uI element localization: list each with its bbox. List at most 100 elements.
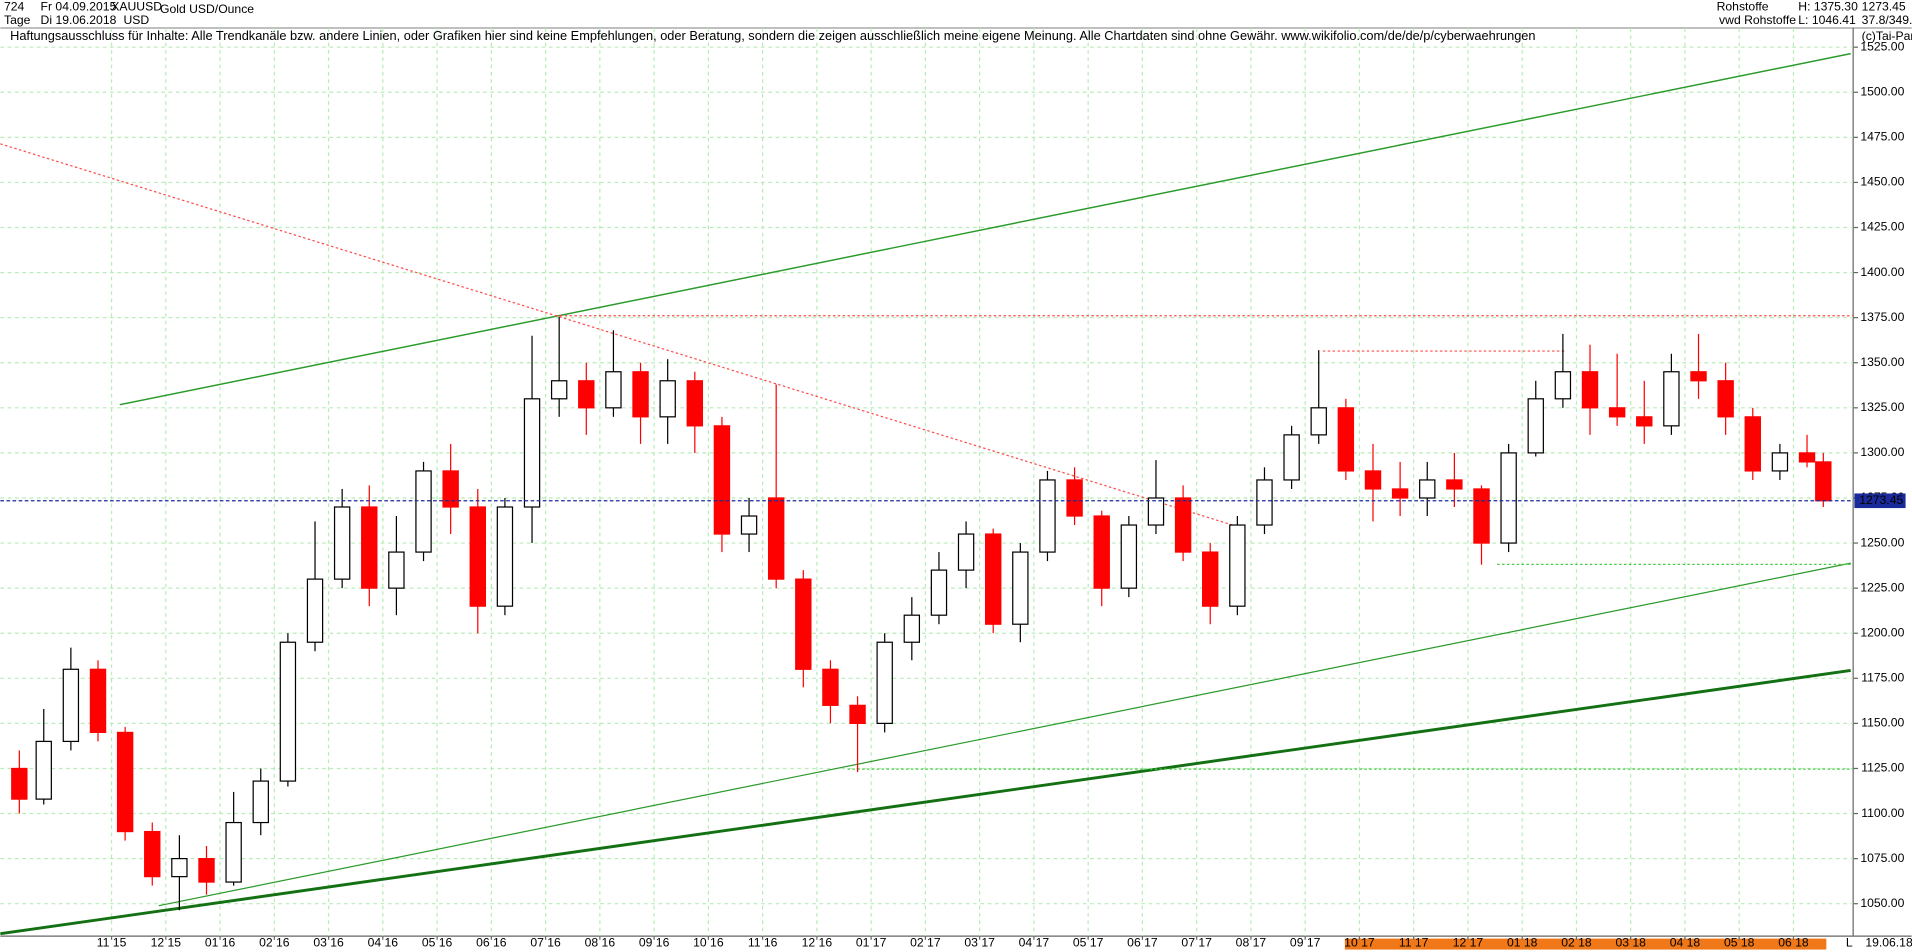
candle-body xyxy=(225,821,242,883)
x-tick-label: 11 17 xyxy=(1399,936,1429,950)
candle-body xyxy=(496,506,514,607)
y-tick-label: 1425.00 xyxy=(1860,220,1904,234)
candle-body xyxy=(686,380,704,427)
candle-body xyxy=(1554,371,1572,400)
y-tick-label: 1350.00 xyxy=(1860,355,1904,369)
candle-body xyxy=(62,668,80,743)
x-tick-label: 05 16 xyxy=(422,936,453,950)
candle-body xyxy=(333,506,351,580)
x-tick-label: 06 17 xyxy=(1127,936,1158,950)
x-tick-label: 11 15 xyxy=(97,936,127,950)
candles xyxy=(0,317,1854,911)
header-from: Fr 04.09.2015 xyxy=(41,0,117,14)
x-tick-label: 12 15 xyxy=(151,936,182,950)
candle-body xyxy=(1364,470,1382,490)
candle-body xyxy=(1717,380,1734,418)
x-tick-label: 02 16 xyxy=(259,936,290,950)
y-tick-label: 1225.00 xyxy=(1860,580,1904,594)
x-tick-label: 10 16 xyxy=(693,936,724,950)
y-tick-label: 1150.00 xyxy=(1861,716,1904,730)
x-tick-label: 03 18 xyxy=(1615,936,1646,950)
y-tick-label: 1175.00 xyxy=(1861,671,1904,685)
y-tick-label: 1475.00 xyxy=(1860,130,1904,144)
candle-body xyxy=(578,380,595,409)
x-tick-label: 12 17 xyxy=(1453,936,1484,950)
x-tick-label: 01 16 xyxy=(205,936,236,950)
x-tick-label: 09 16 xyxy=(639,936,670,950)
candle-body xyxy=(1500,452,1517,544)
y-tick-label: 1050.00 xyxy=(1860,896,1904,910)
y-tick-label: 1200.00 xyxy=(1860,625,1904,639)
y-tick-label: 1125.00 xyxy=(1861,761,1904,775)
candle-body xyxy=(1391,488,1409,499)
x-tick-label: 01 17 xyxy=(856,936,887,950)
candle-body xyxy=(550,380,568,400)
disclaimer: Haftungsausschluss für Inhalte: Alle Tre… xyxy=(10,28,1535,43)
y-tick-label: 1375.00 xyxy=(1860,310,1904,324)
candle-body xyxy=(1419,479,1436,499)
candle-body xyxy=(876,641,893,724)
y-tick-label: 1300.00 xyxy=(1860,445,1904,459)
candle-body xyxy=(1636,416,1653,427)
x-tick-label: 03 17 xyxy=(964,936,995,950)
x-tick-label: 11 16 xyxy=(748,936,778,950)
header-to: Di 19.06.2018 xyxy=(41,13,117,27)
x-tick-label: 12 16 xyxy=(802,936,833,950)
x-tick-label: 03 16 xyxy=(313,936,344,950)
candle-body xyxy=(1815,461,1832,502)
candle-body xyxy=(1771,452,1789,472)
x-tick-label: 04 18 xyxy=(1670,936,1701,950)
header-name: Gold USD/Ounce xyxy=(160,2,254,16)
x-tick-label: 09 17 xyxy=(1290,936,1321,950)
y-tick-label: 1075.00 xyxy=(1860,851,1904,865)
period-bar xyxy=(1344,938,1827,950)
candle-body xyxy=(252,780,269,824)
candle-body xyxy=(930,569,948,616)
header-low: L: 1046.41 xyxy=(1798,13,1856,27)
candle-body xyxy=(605,371,622,409)
candle-body xyxy=(415,470,432,553)
candle-body xyxy=(849,704,866,724)
candle-body xyxy=(35,740,52,800)
y-tick-label: 1250.00 xyxy=(1860,535,1904,549)
header-last: 1273.45 xyxy=(1862,0,1906,14)
trend-lines xyxy=(0,52,1854,936)
candle-body xyxy=(1066,479,1083,517)
header-market: Rohstoffe xyxy=(1717,0,1769,14)
candle-body xyxy=(388,551,405,589)
candle-body xyxy=(1256,479,1273,526)
end-marker: L xyxy=(1846,936,1853,950)
y-tick-label: 1525.00 xyxy=(1860,39,1904,53)
x-tick-label: 02 17 xyxy=(910,936,941,950)
candle-body xyxy=(1690,371,1707,382)
candle-body xyxy=(1337,407,1355,472)
candle-body xyxy=(1744,416,1761,472)
candle-body xyxy=(767,497,785,580)
candle-body xyxy=(985,533,1002,625)
x-tick-label: 02 18 xyxy=(1561,936,1592,950)
y-tick-label: 1325.00 xyxy=(1860,400,1904,414)
trend-line xyxy=(0,668,1851,936)
x-tick-label: 08 17 xyxy=(1236,936,1267,950)
candle-body xyxy=(659,380,676,418)
x-tick-label: 10 17 xyxy=(1344,936,1375,950)
y-tick-label: 1400.00 xyxy=(1860,265,1904,279)
end-date: 19.06.18 xyxy=(1865,936,1912,950)
candle-body xyxy=(1581,371,1599,409)
x-tick-label: 07 17 xyxy=(1181,936,1212,950)
candle-body xyxy=(11,767,28,800)
x-tick-label: 05 17 xyxy=(1073,936,1104,950)
candle-body xyxy=(1229,524,1246,607)
candle-body xyxy=(361,506,378,589)
last-price-label: 1273.45 xyxy=(1859,493,1903,507)
labels: 1050.00 1075.00 1100.00 1125.00 1150.00 1175.… xyxy=(97,39,1906,950)
candle-body xyxy=(116,731,134,833)
candle-body xyxy=(1798,452,1816,463)
x-tick-label: 06 18 xyxy=(1778,936,1809,950)
header-ratio: 37.8/349.2 xyxy=(1862,13,1912,27)
candle-body xyxy=(171,858,188,878)
candle-body xyxy=(306,578,324,643)
